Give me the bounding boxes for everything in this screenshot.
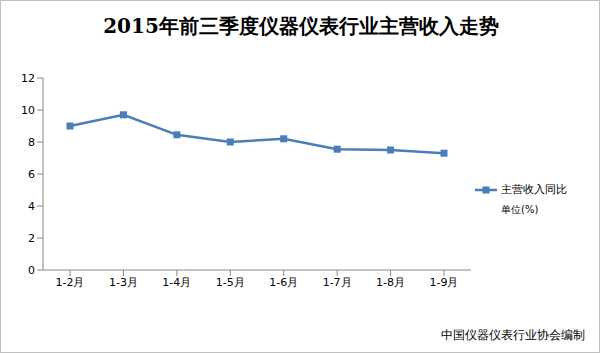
svg-text:1-7月: 1-7月 (323, 276, 352, 289)
svg-text:1-9月: 1-9月 (430, 276, 459, 289)
svg-text:1-5月: 1-5月 (216, 276, 245, 289)
svg-text:12: 12 (21, 72, 35, 85)
html-text:中国仪器仪表行业协会编制: 中国仪器仪表行业协会编制 (441, 328, 585, 342)
html-text:主营收入同比: 主营收入同比 (501, 183, 567, 196)
svg-text:4: 4 (28, 200, 35, 213)
svg-text:10: 10 (21, 104, 35, 117)
svg-text:2: 2 (28, 232, 35, 245)
svg-text:1-4月: 1-4月 (162, 276, 191, 289)
svg-text:8: 8 (28, 136, 35, 149)
svg-text:6: 6 (28, 168, 35, 181)
html-text:单位(%): 单位(%) (501, 204, 539, 215)
svg-text:1-8月: 1-8月 (376, 276, 405, 289)
svg-text:1-2月: 1-2月 (56, 276, 85, 289)
svg-text:1-3月: 1-3月 (109, 276, 138, 289)
svg-text:0: 0 (28, 264, 35, 277)
html-text:2015年前三季度仪器仪表行业主营收入走势: 2015年前三季度仪器仪表行业主营收入走势 (103, 14, 499, 38)
svg-text:1-6月: 1-6月 (269, 276, 298, 289)
